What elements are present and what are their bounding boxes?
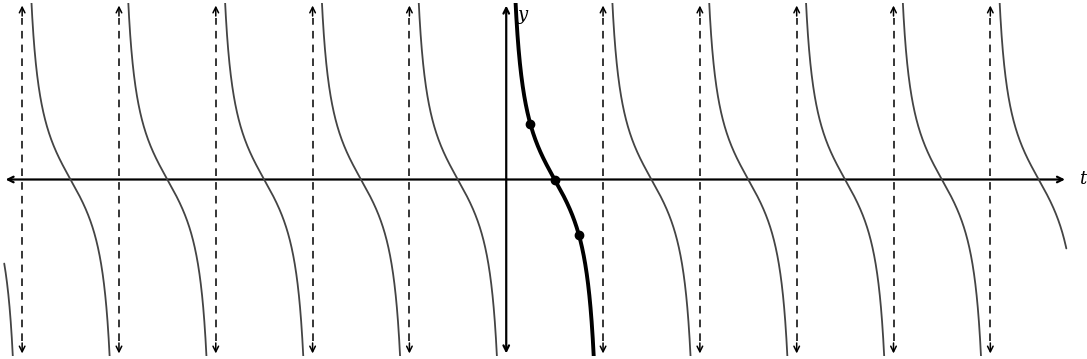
Text: y: y <box>517 5 528 24</box>
Text: t: t <box>1079 171 1087 188</box>
